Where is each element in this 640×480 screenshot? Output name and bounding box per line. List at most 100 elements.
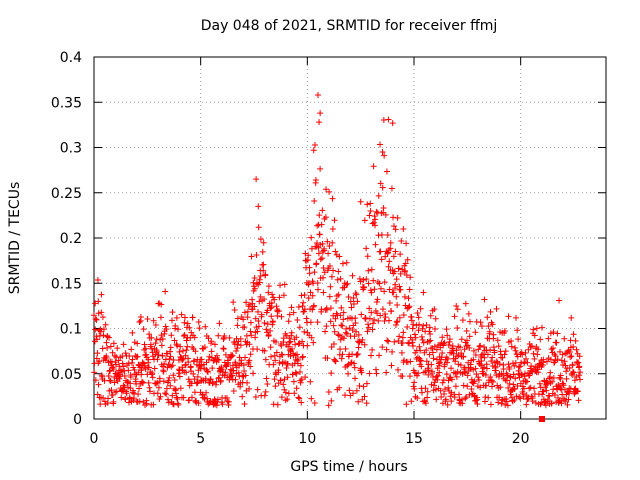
data-point	[172, 322, 179, 329]
data-point	[368, 289, 375, 296]
data-point	[120, 341, 127, 348]
data-point	[242, 372, 249, 379]
data-point	[234, 322, 241, 329]
data-point	[444, 355, 451, 362]
data-point	[444, 359, 451, 366]
data-point	[388, 185, 395, 192]
data-point	[385, 116, 392, 123]
data-point	[376, 280, 383, 287]
data-point	[288, 332, 295, 339]
data-point	[305, 295, 312, 302]
data-point	[338, 322, 345, 329]
data-point	[394, 214, 401, 221]
y-tick-label: 0.1	[60, 322, 82, 338]
data-point	[339, 351, 346, 358]
data-point	[303, 315, 310, 322]
data-point	[95, 310, 102, 317]
data-point	[254, 346, 261, 353]
data-point	[571, 377, 578, 384]
data-point	[309, 292, 316, 299]
data-point	[363, 400, 370, 407]
data-point	[406, 373, 413, 380]
data-point	[247, 363, 254, 370]
data-point	[354, 298, 361, 305]
data-point	[472, 351, 479, 358]
data-point	[449, 376, 456, 383]
data-point	[486, 328, 493, 335]
data-point	[288, 329, 295, 336]
data-point	[357, 278, 364, 285]
data-point	[461, 346, 468, 353]
data-point	[355, 331, 362, 338]
data-point	[130, 364, 137, 371]
data-point	[158, 301, 165, 308]
data-point	[379, 344, 386, 351]
data-point	[419, 389, 426, 396]
data-point	[405, 304, 412, 311]
data-point	[436, 362, 443, 369]
data-point	[335, 291, 342, 298]
data-point	[494, 382, 501, 389]
data-point	[299, 353, 306, 360]
data-point	[293, 370, 300, 377]
data-point	[413, 322, 420, 329]
data-point	[515, 364, 522, 371]
data-point	[454, 325, 461, 332]
data-point	[472, 365, 479, 372]
data-point	[490, 378, 497, 385]
data-point	[292, 341, 299, 348]
data-point	[439, 349, 446, 356]
data-point	[450, 350, 457, 357]
data-point	[291, 390, 298, 397]
data-point	[264, 381, 271, 388]
data-point	[397, 251, 404, 258]
data-point	[350, 301, 357, 308]
data-point	[131, 367, 138, 374]
data-point	[295, 356, 302, 363]
data-point	[301, 328, 308, 335]
data-point	[363, 276, 370, 283]
data-point	[179, 347, 186, 354]
data-point	[148, 334, 155, 341]
data-point	[521, 370, 528, 377]
data-point	[427, 312, 434, 319]
data-point	[445, 384, 452, 391]
data-point	[552, 352, 559, 359]
data-point	[313, 260, 320, 267]
data-point	[554, 330, 561, 337]
data-point	[428, 381, 435, 388]
data-point	[255, 224, 262, 231]
data-point	[543, 358, 550, 365]
data-point	[399, 340, 406, 347]
data-point	[427, 337, 434, 344]
data-point	[420, 322, 427, 329]
data-point	[283, 364, 290, 371]
data-point	[558, 400, 565, 407]
data-point	[417, 305, 424, 312]
data-point	[107, 377, 114, 384]
data-point	[390, 289, 397, 296]
data-point	[478, 351, 485, 358]
data-point	[484, 314, 491, 321]
data-point	[282, 389, 289, 396]
data-point	[401, 293, 408, 300]
data-point	[319, 248, 326, 255]
data-point	[371, 316, 378, 323]
data-point	[390, 223, 397, 230]
data-point	[515, 336, 522, 343]
data-point	[180, 394, 187, 401]
data-point	[504, 372, 511, 379]
data-point	[466, 344, 473, 351]
data-point	[250, 279, 257, 286]
data-point	[340, 335, 347, 342]
data-point	[544, 397, 551, 404]
data-point	[315, 92, 321, 99]
data-point	[370, 163, 377, 170]
data-point	[155, 384, 162, 391]
data-point	[296, 368, 303, 375]
data-point	[463, 327, 470, 334]
data-point	[286, 311, 293, 318]
data-point	[374, 296, 381, 303]
data-point	[466, 333, 473, 340]
data-point	[448, 365, 455, 372]
